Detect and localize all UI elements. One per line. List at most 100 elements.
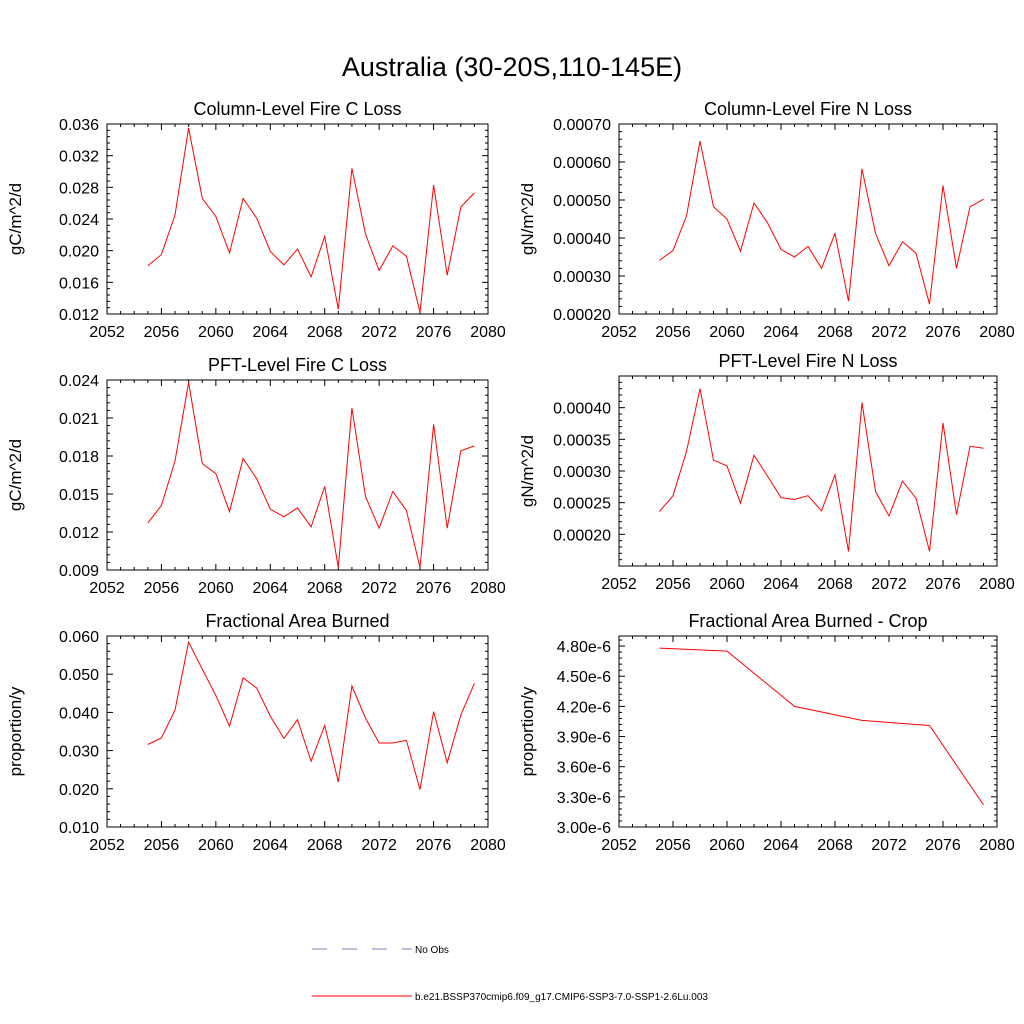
- y-tick-label: 0.00025: [553, 496, 611, 513]
- y-tick-label: 0.040: [59, 705, 99, 722]
- y-tick-label: 0.032: [59, 149, 99, 166]
- y-axis-label: proportion/y: [6, 686, 25, 776]
- y-tick-label: 0.020: [59, 782, 99, 799]
- panel-title: PFT-Level Fire C Loss: [208, 355, 387, 375]
- series-line: [147, 640, 475, 790]
- x-tick-label: 2068: [817, 837, 853, 854]
- y-tick-label: 0.028: [59, 180, 99, 197]
- y-tick-label: 0.050: [59, 667, 99, 684]
- x-tick-label: 2076: [416, 580, 452, 597]
- y-tick-label: 0.00050: [553, 193, 611, 210]
- y-tick-label: 0.00030: [553, 269, 611, 286]
- x-tick-label: 2072: [871, 837, 907, 854]
- y-tick-label: 0.00020: [553, 527, 611, 544]
- y-tick-label: 0.010: [59, 820, 99, 837]
- x-tick-label: 2064: [252, 837, 288, 854]
- y-tick-label: 0.024: [59, 212, 99, 229]
- x-tick-label: 2060: [198, 324, 234, 341]
- y-tick-label: 3.90e-6: [557, 730, 611, 747]
- plot-frame: [618, 635, 998, 828]
- x-tick-label: 2052: [601, 576, 637, 593]
- y-axis-label: gN/m^2/d: [518, 183, 537, 255]
- legend: No Obs b.e21.BSSP370cmip6.f09_g17.CMIP6-…: [312, 945, 708, 1003]
- y-tick-label: 3.00e-6: [557, 820, 611, 837]
- chart-panel-1: 2052 2056 2060 2064 2068 2072 2076 2080 0.012 0.0…: [6, 99, 506, 341]
- y-tick-label: 4.20e-6: [557, 699, 611, 716]
- x-tick-label: 2080: [470, 324, 506, 341]
- y-tick-label: 0.00020: [553, 307, 611, 324]
- x-tick-label: 2064: [763, 324, 799, 341]
- chart-panel-5: 2052 2056 2060 2064 2068 2072 2076 2080 0.010 0.0…: [6, 611, 506, 854]
- x-tick-label: 2056: [655, 837, 691, 854]
- y-tick-label: 0.021: [59, 411, 99, 428]
- x-tick-label: 2060: [198, 580, 234, 597]
- x-tick-label: 2068: [307, 837, 343, 854]
- x-tick-label: 2072: [871, 324, 907, 341]
- x-tick-label: 2064: [252, 324, 288, 341]
- y-tick-label: 0.030: [59, 744, 99, 761]
- x-tick-label: 2076: [925, 576, 961, 593]
- y-tick-label: 0.00060: [553, 155, 611, 172]
- y-tick-label: 0.012: [59, 307, 99, 324]
- x-tick-label: 2052: [89, 580, 125, 597]
- x-tick-label: 2056: [144, 580, 180, 597]
- x-tick-label: 2080: [979, 837, 1015, 854]
- figure-title: Australia (30-20S,110-145E): [342, 52, 682, 82]
- y-tick-label: 0.00035: [553, 432, 611, 449]
- y-tick-label: 0.024: [59, 373, 99, 390]
- x-tick-label: 2064: [763, 576, 799, 593]
- x-tick-label: 2072: [361, 580, 397, 597]
- chart-panel-2: 2052 2056 2060 2064 2068 2072 2076 2080 0.00020 0…: [518, 99, 1015, 341]
- x-tick-label: 2060: [198, 837, 234, 854]
- x-tick-label: 2064: [252, 580, 288, 597]
- x-tick-label: 2080: [979, 324, 1015, 341]
- panels-group: 2052 2056 2060 2064 2068 2072 2076 2080 0.012 0.0…: [6, 99, 1015, 854]
- x-tick-label: 2076: [416, 837, 452, 854]
- panel-title: PFT-Level Fire N Loss: [718, 351, 897, 371]
- x-tick-label: 2072: [361, 837, 397, 854]
- y-tick-label: 4.80e-6: [557, 639, 611, 656]
- plot-frame: [618, 123, 998, 315]
- x-tick-label: 2068: [307, 580, 343, 597]
- y-tick-label: 0.020: [59, 244, 99, 261]
- series-line: [659, 647, 984, 806]
- y-tick-label: 0.00040: [553, 231, 611, 248]
- y-tick-label: 4.50e-6: [557, 669, 611, 686]
- y-tick-label: 0.009: [59, 563, 99, 580]
- x-tick-label: 2080: [470, 837, 506, 854]
- y-tick-label: 0.060: [59, 629, 99, 646]
- x-tick-label: 2072: [361, 324, 397, 341]
- y-tick-label: 0.00040: [553, 401, 611, 418]
- y-tick-label: 0.016: [59, 275, 99, 292]
- x-tick-label: 2064: [763, 837, 799, 854]
- y-tick-label: 0.018: [59, 449, 99, 466]
- x-tick-label: 2068: [307, 324, 343, 341]
- x-tick-label: 2052: [89, 837, 125, 854]
- plot-frame: [106, 123, 489, 315]
- legend-model-label: b.e21.BSSP370cmip6.f09_g17.CMIP6-SSP3-7.…: [415, 992, 708, 1003]
- plot-frame: [106, 379, 489, 571]
- y-axis-label: gC/m^2/d: [6, 183, 25, 255]
- x-tick-label: 2068: [817, 324, 853, 341]
- x-tick-label: 2060: [709, 324, 745, 341]
- x-tick-label: 2076: [925, 837, 961, 854]
- chart-panel-4: 2052 2056 2060 2064 2068 2072 2076 2080 0.00020 0…: [518, 351, 1015, 593]
- x-tick-label: 2052: [601, 837, 637, 854]
- y-tick-label: 3.60e-6: [557, 760, 611, 777]
- y-axis-label: gN/m^2/d: [518, 435, 537, 507]
- series-line: [147, 127, 475, 313]
- y-tick-label: 0.00030: [553, 464, 611, 481]
- y-tick-label: 0.00070: [553, 117, 611, 134]
- y-tick-label: 3.30e-6: [557, 790, 611, 807]
- x-tick-label: 2060: [709, 576, 745, 593]
- panel-title: Fractional Area Burned: [205, 611, 389, 631]
- x-tick-label: 2072: [871, 576, 907, 593]
- x-tick-label: 2052: [89, 324, 125, 341]
- y-tick-label: 0.012: [59, 525, 99, 542]
- chart-panel-3: 2052 2056 2060 2064 2068 2072 2076 2080 0.009 0.0…: [6, 355, 506, 597]
- chart-panel-6: 2052 2056 2060 2064 2068 2072 2076 2080 3.00e-6 3…: [518, 611, 1015, 854]
- x-tick-label: 2056: [655, 324, 691, 341]
- x-tick-label: 2056: [655, 576, 691, 593]
- legend-obs-label: No Obs: [415, 945, 449, 956]
